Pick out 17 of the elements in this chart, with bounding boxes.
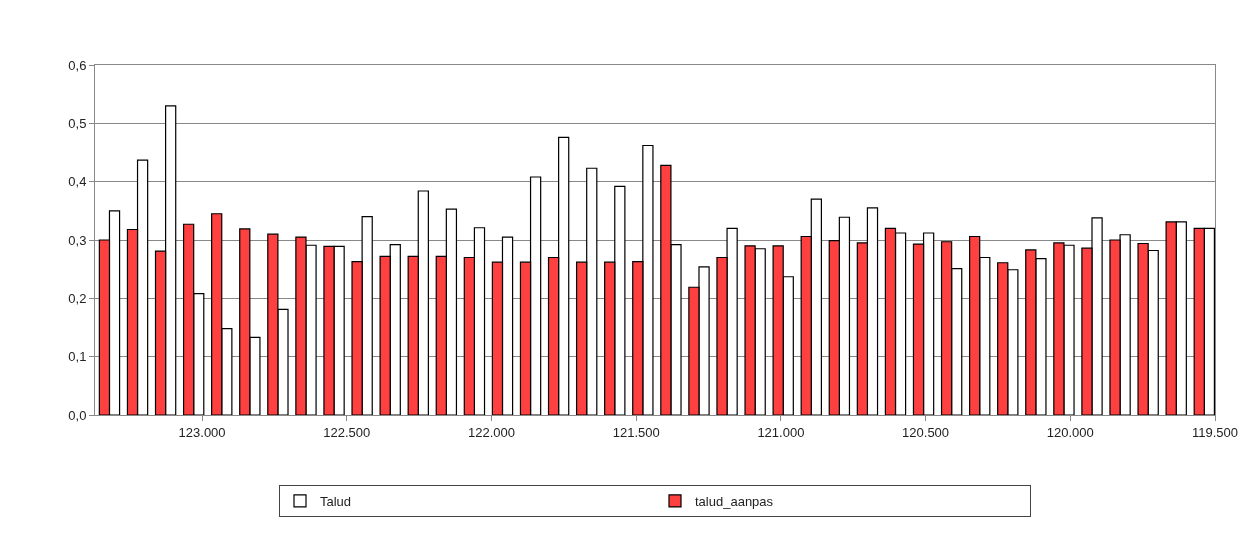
y-tick-label: 0,2: [68, 290, 87, 306]
legend-label: Talud: [320, 494, 352, 510]
y-tick-label: 0,0: [68, 407, 87, 423]
legend-label: talud_aanpas: [695, 494, 774, 510]
y-tick-label: 0,6: [68, 57, 87, 73]
x-tick-label: 120.000: [1046, 424, 1094, 440]
x-tick-label: 119.500: [1191, 424, 1239, 440]
x-tick-label: 121.500: [612, 424, 660, 440]
y-tick-label: 0,3: [68, 232, 87, 248]
x-tick-label: 120.500: [902, 424, 950, 440]
x-tick-label: 122.000: [467, 424, 515, 440]
y-tick-label: 0,1: [68, 349, 87, 365]
x-tick-label: 122.500: [323, 424, 371, 440]
x-tick-label: 123.000: [178, 424, 226, 440]
x-tick-label: 121.000: [757, 424, 805, 440]
y-tick-label: 0,4: [68, 174, 87, 190]
y-tick-label: 0,5: [68, 115, 87, 131]
